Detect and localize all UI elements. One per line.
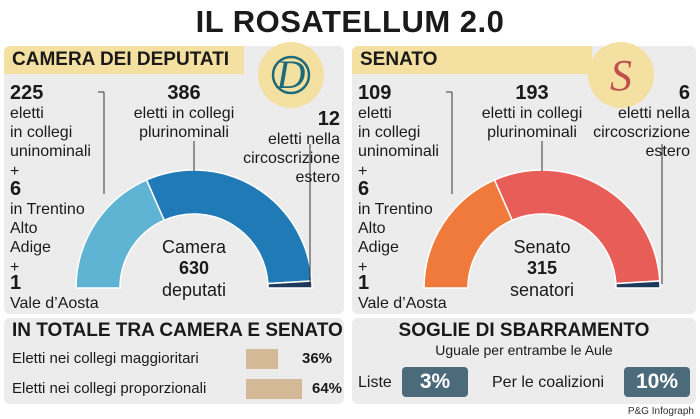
camera-center-label: Camera — [161, 237, 227, 257]
camera-plurinominali-label-2: plurinominali — [139, 124, 229, 141]
camera-trentino-count: 6 — [10, 178, 22, 200]
camera-logo-icon: D — [271, 52, 311, 97]
senato-plurinominali-count: 193 — [515, 82, 549, 104]
totale-bar-maggioritari — [246, 349, 278, 369]
senato-aosta-count: 1 — [358, 272, 370, 294]
soglie-subtitle: Uguale per entrambe le Aule — [435, 342, 613, 358]
camera-plurinominali-count: 386 — [167, 82, 201, 104]
senato-uninominali-count: 109 — [358, 82, 392, 104]
totale-row-label-proporzionali: Eletti nei collegi proporzionali — [12, 380, 207, 397]
svg-text:S: S — [610, 51, 632, 100]
totale-panel: IN TOTALE TRA CAMERA E SENATO Eletti nei… — [4, 318, 344, 404]
camera-center-total: 630 — [178, 258, 210, 278]
camera-aosta-count: 1 — [10, 272, 22, 294]
camera-estero-label-3: estero — [295, 169, 340, 186]
senato-logo: S — [588, 42, 654, 108]
senato-center-unit: senatori — [509, 280, 575, 300]
soglie-panel: SOGLIE DI SBARRAMENTO Uguale per entramb… — [352, 318, 696, 404]
soglie-title: SOGLIE DI SBARRAMENTO — [398, 320, 650, 341]
senato-hemicycle — [423, 91, 663, 289]
camera-header: CAMERA DEI DEPUTATI — [4, 46, 244, 74]
camera-center-unit: deputati — [161, 280, 227, 300]
camera-estero-count: 12 — [317, 108, 340, 130]
camera-hemicycle — [75, 91, 313, 289]
senato-logo-icon: S — [610, 51, 632, 100]
camera-trentino-label-1: in Trentino — [10, 201, 85, 218]
senato-uninominali-label-3: uninominali — [358, 143, 439, 160]
totale-title: IN TOTALE TRA CAMERA E SENATO — [12, 320, 343, 341]
totale-bar-proporzionali — [246, 379, 302, 399]
senato-trentino-count: 6 — [358, 178, 370, 200]
camera-uninominali-count: 225 — [10, 82, 44, 104]
senato-header: SENATO — [352, 46, 592, 74]
senato-center-total: 315 — [526, 258, 558, 278]
camera-uninominali-label-2: in collegi — [10, 124, 73, 141]
camera-estero-label-1: eletti nella — [267, 131, 340, 148]
camera-plurinominali-label-1: eletti in collegi — [133, 105, 235, 122]
totale-pct-maggioritari: 36% — [302, 350, 333, 367]
soglie-liste-label: Liste — [358, 374, 392, 391]
camera-panel: CAMERA DEI DEPUTATI D 225 eletti in coll… — [4, 42, 344, 314]
soglie-liste-value: 3% — [402, 367, 468, 397]
senato-panel: SENATO S 109 eletti in collegi uninomina… — [352, 42, 696, 314]
camera-estero-label-2: circoscrizione — [243, 150, 340, 167]
senato-plus-2: + — [358, 259, 368, 276]
camera-trentino-label-2: Alto — [10, 220, 38, 237]
senato-arc-estero — [615, 280, 661, 289]
senato-aosta-label: Vale d’Aosta — [358, 295, 447, 312]
totale-pct-proporzionali: 64% — [312, 380, 343, 397]
main-title: IL ROSATELLUM 2.0 — [195, 4, 505, 39]
senato-estero-label-3: estero — [645, 143, 690, 160]
camera-aosta-label: Vale d’Aosta — [10, 295, 99, 312]
senato-uninominali-label-1: eletti — [358, 105, 392, 122]
camera-arc-estero — [267, 280, 313, 289]
camera-trentino-label-3: Adige — [10, 239, 51, 256]
camera-logo: D — [258, 42, 324, 108]
senato-center-label: Senato — [513, 237, 571, 257]
credit: P&G Infograph — [627, 406, 694, 417]
senato-estero-label-2: circoscrizione — [593, 124, 690, 141]
camera-uninominali-label-3: uninominali — [10, 143, 91, 160]
senato-plus-1: + — [358, 163, 368, 180]
senato-estero-label-1: eletti nella — [617, 105, 690, 122]
camera-plus-2: + — [10, 259, 20, 276]
soglie-coalizioni-label: Per le coalizioni — [492, 374, 605, 391]
camera-plus-1: + — [10, 163, 20, 180]
senato-trentino-label-3: Adige — [358, 239, 399, 256]
senato-arc-plurinominali — [493, 169, 661, 285]
camera-arc-plurinominali — [145, 169, 313, 285]
camera-uninominali-label-1: eletti — [10, 105, 44, 122]
totale-row-label-maggioritari: Eletti nei collegi maggioritari — [12, 350, 199, 367]
soglie-coalizioni-value: 10% — [624, 367, 690, 397]
senato-trentino-label-1: in Trentino — [358, 201, 433, 218]
senato-estero-count: 6 — [678, 82, 690, 104]
senato-plurinominali-label-2: plurinominali — [487, 124, 577, 141]
senato-uninominali-label-2: in collegi — [358, 124, 421, 141]
senato-plurinominali-label-1: eletti in collegi — [481, 105, 583, 122]
senato-trentino-label-2: Alto — [358, 220, 386, 237]
